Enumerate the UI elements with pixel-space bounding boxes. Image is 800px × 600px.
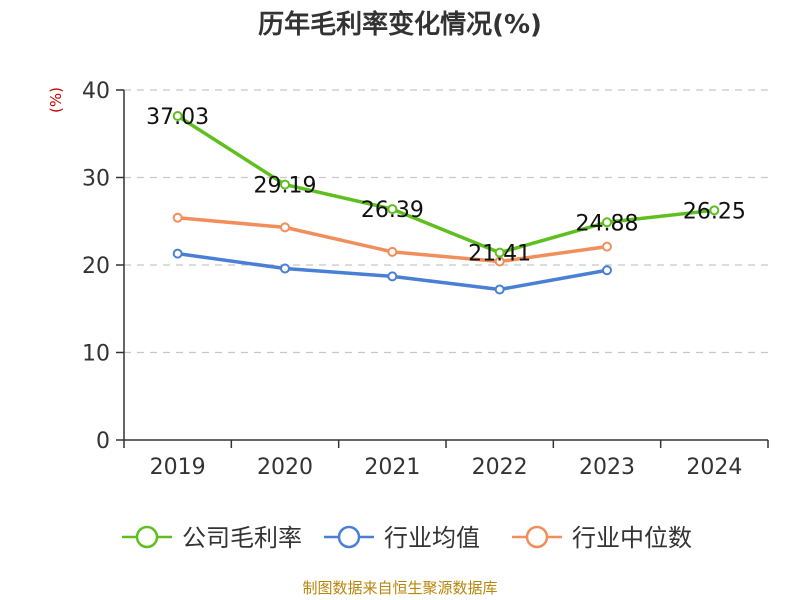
- data-label: 29.19: [254, 174, 317, 199]
- data-label: 26.25: [683, 199, 746, 224]
- data-label: 21.41: [468, 242, 531, 267]
- x-tick-label: 2022: [472, 455, 528, 480]
- data-point: [602, 265, 612, 276]
- data-point: [172, 248, 183, 259]
- data-point: [709, 205, 720, 216]
- data-point: [280, 263, 290, 274]
- x-tick-label: 2021: [364, 455, 420, 480]
- legend-label: 公司毛利率: [182, 524, 302, 552]
- data-point: [172, 212, 183, 223]
- y-tick-label: 40: [82, 79, 110, 104]
- data-point: [602, 241, 612, 252]
- legend-label: 行业均值: [384, 524, 480, 552]
- y-tick-label: 10: [82, 342, 110, 367]
- data-label: 24.88: [576, 211, 639, 236]
- x-tick-label: 2023: [579, 455, 635, 480]
- footer-source: 制图数据来自恒生聚源数据库: [302, 579, 498, 597]
- y-tick-label: 0: [96, 429, 110, 454]
- legend-label: 行业中位数: [572, 524, 692, 552]
- chart-title: 历年毛利率变化情况(%): [258, 10, 542, 40]
- y-tick-label: 20: [82, 254, 110, 279]
- x-tick-label: 2019: [150, 455, 206, 480]
- legend-marker: [135, 525, 159, 549]
- data-point: [494, 247, 505, 258]
- x-tick-label: 2020: [257, 455, 313, 480]
- data-point: [387, 204, 398, 215]
- data-point: [280, 222, 290, 233]
- data-point: [387, 246, 398, 257]
- legend-marker: [337, 525, 361, 549]
- x-tick-label: 2024: [686, 455, 742, 480]
- data-label: 37.03: [146, 105, 209, 130]
- data-point: [172, 110, 183, 121]
- series-line: [176, 114, 715, 255]
- legend-marker: [525, 525, 549, 549]
- data-point: [494, 284, 505, 295]
- data-point: [602, 217, 612, 228]
- data-label: 26.39: [361, 198, 424, 223]
- y-tick-label: 30: [82, 167, 110, 192]
- data-point: [280, 179, 290, 190]
- data-point: [387, 271, 398, 282]
